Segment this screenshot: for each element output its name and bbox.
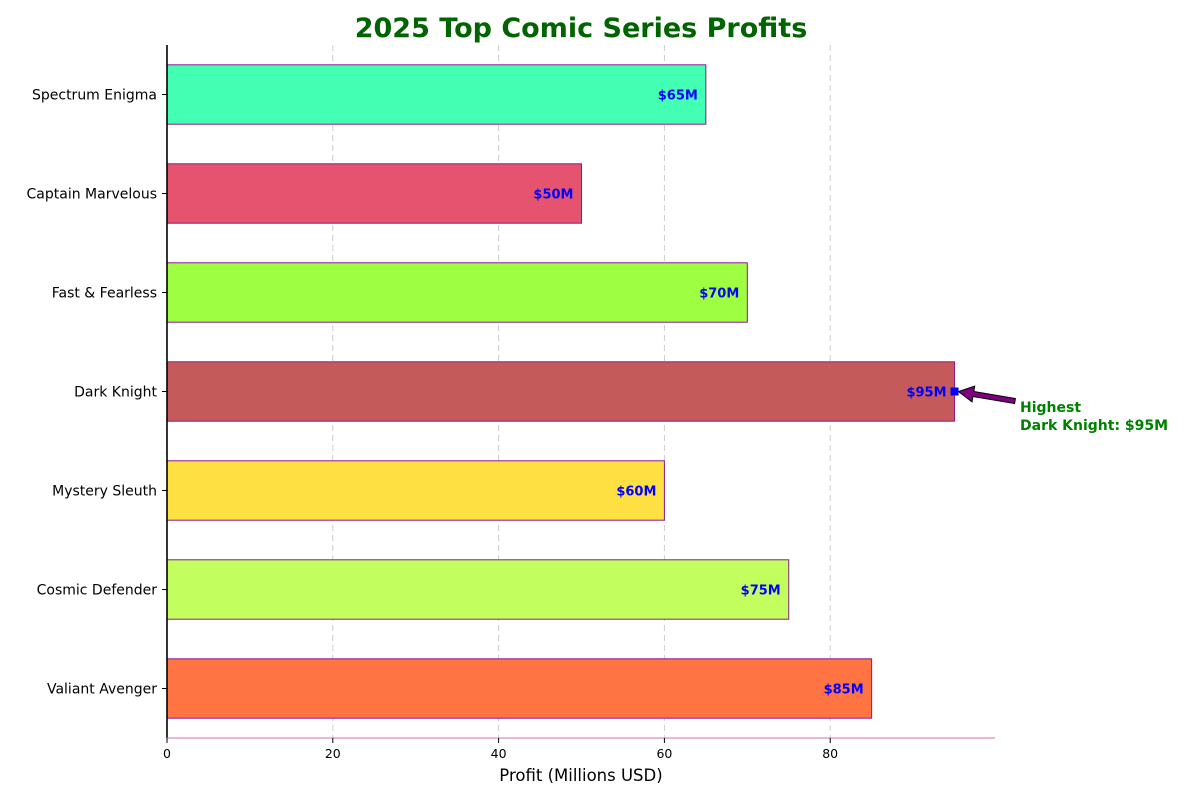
bar-value-label: $95M (906, 386, 946, 401)
bar-value-label: $70M (699, 287, 739, 302)
y-tick-label: Captain Marvelous (27, 187, 157, 203)
y-tick-label: Valiant Avenger (47, 682, 157, 698)
x-tick-label: 0 (163, 746, 171, 761)
bar (166, 559, 790, 620)
x-tick-label: 80 (822, 746, 838, 761)
x-axis: 0 20 40 60 80 (163, 737, 995, 761)
y-tick-label: Mystery Sleuth (52, 484, 157, 500)
bar-value-label: $75M (741, 584, 781, 599)
annotation-marker (950, 387, 959, 396)
bar-value-label: $50M (533, 188, 573, 203)
y-tick-label: Fast & Fearless (52, 286, 157, 302)
bar-value-label: $60M (616, 485, 656, 500)
y-tick-label: Dark Knight (74, 385, 157, 401)
bar (166, 658, 873, 719)
chart-title: 2025 Top Comic Series Profits (355, 13, 808, 44)
bars (166, 64, 956, 719)
y-tick-label: Cosmic Defender (37, 583, 158, 599)
x-tick-label: 40 (491, 746, 507, 761)
annotation-line-1: Highest (1020, 400, 1081, 416)
y-axis: Valiant Avenger Cosmic Defender Mystery Sl… (27, 45, 168, 738)
x-tick-label: 20 (325, 746, 341, 761)
bar-value-label: $85M (824, 683, 864, 698)
value-labels: $85M $75M $60M $95M $70M $50M $65M (533, 89, 946, 698)
annotation-line-2: Dark Knight: $95M (1020, 418, 1168, 434)
bar (166, 64, 707, 125)
y-tick-label: Spectrum Enigma (32, 88, 157, 104)
annotation-arrow (957, 385, 1016, 405)
bar (166, 460, 665, 521)
bar-value-label: $65M (658, 89, 698, 104)
bar (166, 163, 582, 224)
x-tick-label: 60 (656, 746, 672, 761)
bar (166, 361, 956, 422)
bar (166, 262, 748, 323)
grid (332, 45, 831, 738)
annotation-text: Highest Dark Knight: $95M (1020, 400, 1168, 434)
x-axis-label: Profit (Millions USD) (499, 766, 662, 785)
annotation: Highest Dark Knight: $95M (950, 385, 1168, 434)
